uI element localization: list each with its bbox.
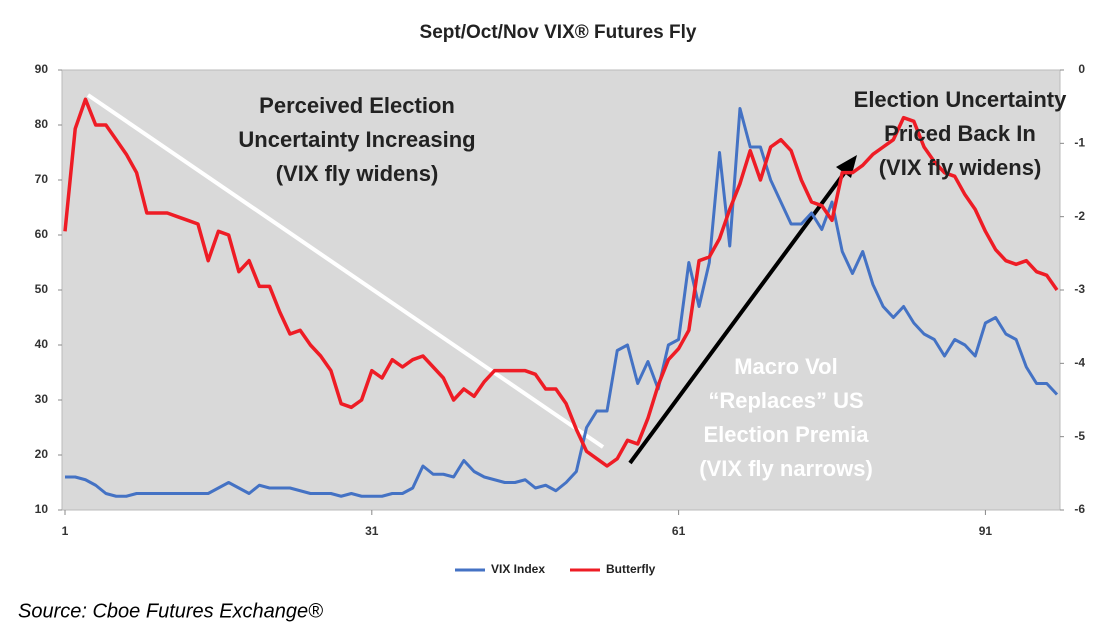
y-tick-label: 40 bbox=[35, 337, 49, 351]
annotation: Uncertainty Increasing bbox=[238, 127, 475, 152]
x-tick-label: 91 bbox=[979, 524, 993, 538]
y-tick-label: 30 bbox=[35, 392, 49, 406]
trend-arrow-black bbox=[628, 166, 850, 465]
y2-tick-label: -4 bbox=[1074, 356, 1085, 370]
y-tick-label: 20 bbox=[35, 447, 49, 461]
y-tick-label: 80 bbox=[35, 117, 49, 131]
annotation: (VIX fly narrows) bbox=[699, 456, 873, 481]
legend-label: VIX Index bbox=[491, 562, 545, 576]
source: Source: Cboe Futures Exchange® bbox=[18, 600, 323, 622]
annotation: Priced Back In bbox=[884, 121, 1036, 146]
annotation: Election Uncertainty bbox=[854, 87, 1067, 112]
annotation: “Replaces” US bbox=[708, 388, 863, 413]
y-tick-label: 70 bbox=[35, 172, 49, 186]
y2-tick-label: -1 bbox=[1074, 136, 1085, 150]
trend-arrow-white bbox=[86, 93, 605, 449]
x-tick-label: 31 bbox=[365, 524, 379, 538]
series-line bbox=[65, 107, 1059, 498]
chart-title: Sept/Oct/Nov VIX® Futures Fly bbox=[420, 22, 697, 43]
y-tick-label: 10 bbox=[35, 502, 49, 516]
series-line bbox=[63, 97, 1059, 468]
annotation: Election Premia bbox=[703, 422, 869, 447]
y-tick-label: 90 bbox=[35, 62, 49, 76]
annotation: Perceived Election bbox=[259, 93, 455, 118]
x-tick-label: 1 bbox=[62, 524, 69, 538]
legend-label: Butterfly bbox=[606, 562, 656, 576]
x-tick-label: 61 bbox=[672, 524, 686, 538]
y-tick-label: 60 bbox=[35, 227, 49, 241]
annotation: Macro Vol bbox=[734, 354, 838, 379]
y2-tick-label: -3 bbox=[1074, 282, 1085, 296]
y2-tick-label: -2 bbox=[1074, 209, 1085, 223]
annotation: (VIX fly widens) bbox=[879, 155, 1042, 180]
y2-tick-label: 0 bbox=[1078, 62, 1085, 76]
y-tick-label: 50 bbox=[35, 282, 49, 296]
annotation: (VIX fly widens) bbox=[276, 161, 439, 186]
y2-tick-label: -5 bbox=[1074, 429, 1085, 443]
y2-tick-label: -6 bbox=[1074, 502, 1085, 516]
plot-area bbox=[61, 69, 1061, 511]
